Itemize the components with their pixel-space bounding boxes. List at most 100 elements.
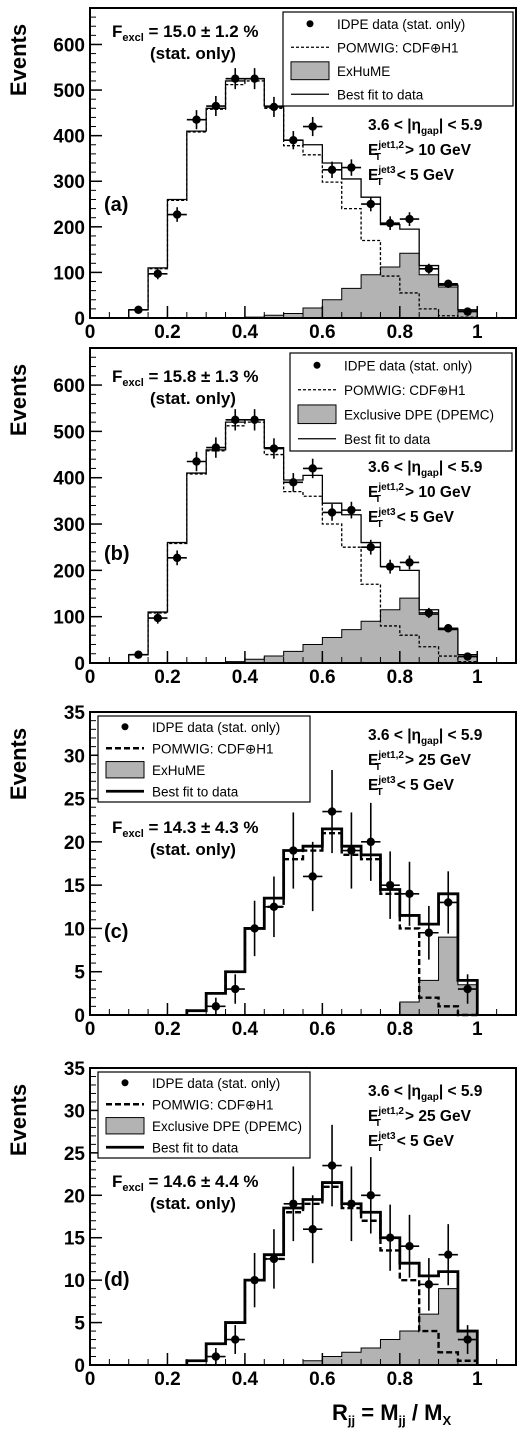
data-point — [211, 443, 221, 452]
data-point — [444, 1250, 453, 1259]
data-point — [463, 984, 472, 994]
data-point — [231, 74, 240, 83]
y-tick-label: 0 — [74, 309, 85, 330]
data-point — [269, 102, 279, 112]
x-tick-label: 0.2 — [154, 1019, 180, 1040]
y-tick-label: 400 — [53, 469, 85, 490]
fexcl-stat-note: (stat. only) — [150, 840, 236, 859]
data-point — [444, 624, 453, 633]
legend-excl-swatch — [105, 1117, 145, 1135]
legend-label-data: IDPE data (stat. only) — [344, 358, 472, 373]
legend-label-fit: Best fit to data — [344, 432, 431, 447]
cut-et3: Ejet3 T < 5 GeV — [368, 507, 455, 530]
data-point — [308, 1225, 317, 1234]
legend-label-pomwig: POMWIG: CDF⊕H1 — [152, 741, 274, 756]
x-tick-label: 0 — [85, 322, 96, 343]
data-point — [269, 902, 279, 911]
y-tick-label: 25 — [64, 790, 86, 811]
data-point — [366, 199, 375, 209]
x-tick-label: 0.6 — [309, 1019, 335, 1040]
y-tick-label: 600 — [53, 376, 85, 397]
x-tick-label: 0 — [85, 1369, 96, 1390]
data-point — [463, 1335, 472, 1344]
y-tick-label: 500 — [53, 81, 85, 102]
fexcl-annotation: Fexcl = 14.3 ± 4.3 % — [112, 818, 259, 840]
cut-et12: Ejet1,2 T > 10 GeV — [368, 482, 472, 505]
y-tick-label: 500 — [53, 422, 85, 443]
pomwig-line — [128, 421, 478, 663]
data-point — [424, 608, 434, 618]
data-point — [463, 652, 472, 661]
fexcl-annotation: Fexcl = 14.6 ± 4.4 % — [112, 1172, 259, 1194]
data-point — [385, 218, 395, 228]
legend: IDPE data (stat. only) POMWIG: CDF⊕H1 ExHu… — [97, 715, 311, 803]
legend-excl-swatch — [290, 61, 330, 81]
panel-label: (a) — [104, 194, 128, 216]
data-point — [153, 269, 162, 278]
data-point — [231, 415, 240, 425]
data-point — [424, 1280, 434, 1289]
data-point — [308, 872, 317, 881]
data-point — [172, 553, 182, 563]
x-tick-label: 0.8 — [387, 1019, 413, 1040]
x-tick-label: 0.8 — [387, 322, 413, 343]
fexcl-stat-note: (stat. only) — [150, 44, 236, 63]
data-point — [211, 101, 221, 111]
data-point — [250, 1275, 259, 1285]
data-point — [211, 1352, 221, 1361]
y-tick-label: 15 — [64, 876, 86, 897]
legend-label-excl: Exclusive DPE (DPEMC) — [152, 1119, 302, 1134]
legend-label-pomwig: POMWIG: CDF⊕H1 — [344, 383, 466, 398]
data-point — [231, 1335, 240, 1344]
panel-b: 0 100 200 300 400 500 600 0 0.2 0.4 0.6 0.8 1 Events I… — [6, 347, 517, 688]
data-point — [327, 807, 337, 816]
panel-label: (b) — [104, 543, 130, 565]
data-point — [405, 889, 414, 898]
x-axis-label: Rjj = Mjj / MX — [332, 1400, 451, 1428]
y-tick-label: 300 — [53, 515, 85, 536]
y-tick-label: 200 — [53, 561, 85, 582]
legend: IDPE data (stat. only) POMWIG: CDF⊕H1 Excl… — [97, 1071, 311, 1159]
x-tick-label: 0.8 — [387, 1369, 413, 1390]
y-tick-label: 35 — [64, 1059, 86, 1080]
data-point — [385, 562, 395, 571]
data-point — [463, 307, 472, 316]
x-tick-label: 0.4 — [232, 1019, 259, 1040]
data-point — [250, 415, 259, 425]
data-point — [327, 508, 337, 517]
legend-label-fit: Best fit to data — [152, 784, 239, 799]
x-tick-label: 0.2 — [154, 322, 180, 343]
y-axis-label: Events — [6, 364, 31, 436]
data-point — [366, 1191, 375, 1200]
panel-c: 0 5 10 15 20 25 30 35 0 0.2 0.4 0.6 0.8 1 Events IDPE d… — [6, 703, 517, 1040]
data-point — [327, 165, 337, 175]
x-tick-label: 0.4 — [232, 322, 259, 343]
legend-label-data: IDPE data (stat. only) — [152, 720, 280, 735]
y-tick-label: 5 — [74, 1314, 85, 1335]
data-point — [211, 1002, 221, 1011]
y-tick-label: 100 — [53, 263, 85, 284]
legend: IDPE data (stat. only) POMWIG: CDF⊕H1 ExHu… — [282, 11, 514, 107]
legend-label-data: IDPE data (stat. only) — [337, 17, 465, 32]
y-tick-label: 400 — [53, 127, 85, 148]
data-point — [405, 558, 414, 567]
y-tick-label: 100 — [53, 608, 85, 629]
y-axis-label: Events — [6, 728, 31, 800]
y-tick-label: 5 — [74, 963, 85, 984]
cut-eta-gap: 3.6 < |ηgap| < 5.9 — [368, 727, 483, 747]
data-point — [366, 837, 375, 847]
x-tick-label: 1 — [472, 1369, 483, 1390]
cut-et3: Ejet3 T < 5 GeV — [368, 775, 455, 798]
y-tick-label: 25 — [64, 1144, 86, 1165]
x-tick-label: 1 — [472, 322, 483, 343]
cut-et12: Ejet1,2 T > 25 GeV — [368, 750, 472, 773]
data-point — [250, 924, 259, 933]
y-axis-label: Events — [6, 24, 31, 96]
exclusive-histogram — [128, 597, 478, 664]
y-tick-label: 30 — [64, 1101, 85, 1122]
legend-label-fit: Best fit to data — [152, 1140, 239, 1155]
legend-frame — [282, 11, 514, 107]
data-point — [327, 1161, 337, 1170]
cut-et3: Ejet3 T < 5 GeV — [368, 1131, 455, 1154]
